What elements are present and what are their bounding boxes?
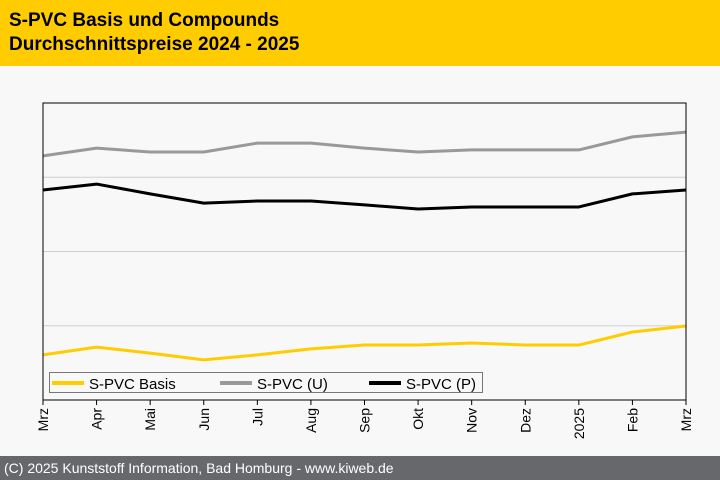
x-tick-label: Aug [303, 408, 319, 433]
legend [49, 372, 483, 393]
x-tick-label: Jun [196, 408, 212, 431]
chart-header: S-PVC Basis und Compounds Durchschnittsp… [0, 0, 720, 66]
legend-label: S-PVC (U) [257, 376, 328, 393]
x-tick-label: Jul [249, 408, 265, 426]
x-tick-label: Dez [517, 408, 533, 433]
series-line-s-pvc-u- [42, 130, 687, 158]
x-tick-label: Feb [624, 408, 640, 432]
x-tick-label: Apr [89, 408, 105, 430]
legend-label: S-PVC (P) [406, 376, 476, 393]
x-tick-label: Mrz [35, 408, 51, 431]
x-tick-label: Okt [410, 408, 426, 430]
x-tick-label: Mrz [678, 408, 694, 431]
series-line-s-pvc-p- [42, 182, 687, 211]
x-tick-label: Nov [464, 408, 480, 433]
x-tick-label: Mai [142, 408, 158, 431]
x-tick-label: Sep [357, 408, 373, 433]
copyright-footer: (C) 2025 Kunststoff Information, Bad Hom… [0, 456, 720, 480]
legend-label: S-PVC Basis [89, 376, 176, 393]
series-line-s-pvc-basis [42, 324, 687, 362]
x-tick-label: 2025 [571, 408, 587, 439]
chart-subtitle: Durchschnittspreise 2024 - 2025 [9, 34, 300, 55]
line-chart: Mrz Apr Mai Jun Jul Aug Sep Okt Nov Dez 2025 Feb Mrz… [35, 102, 694, 439]
chart-title: S-PVC Basis und Compounds [9, 10, 280, 31]
